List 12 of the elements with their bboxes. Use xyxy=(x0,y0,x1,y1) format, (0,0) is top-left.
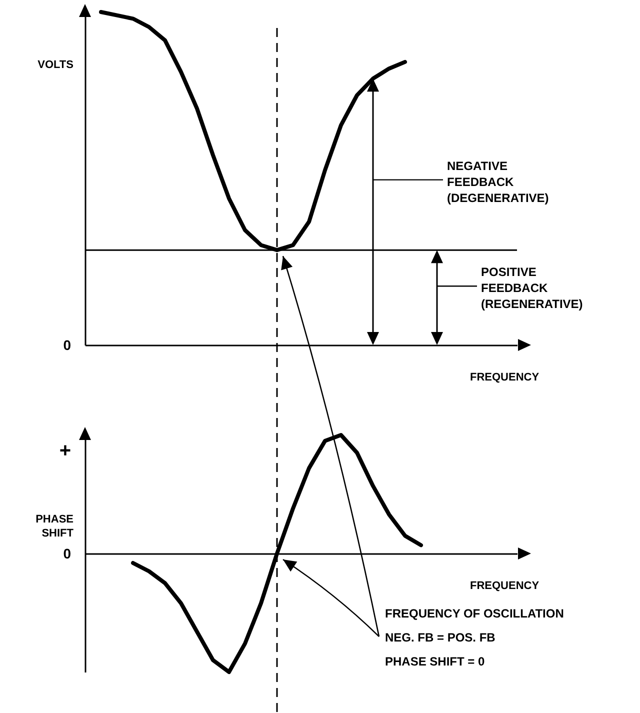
text: 0 xyxy=(63,546,72,562)
y-axis-title: PHASE SHIFT xyxy=(36,514,74,540)
text: + xyxy=(59,440,71,462)
y-axis-title: VOLTS xyxy=(38,59,74,72)
x-axis-title: FREQUENCY xyxy=(470,580,540,592)
text: 0 xyxy=(63,337,72,353)
annotation: POSITIVE FEEDBACK (REGENERATIVE) xyxy=(481,265,583,312)
annotation: NEGATIVE FEEDBACK (DEGENERATIVE) xyxy=(447,158,549,205)
annotation: PHASE SHIFT = 0 xyxy=(385,654,486,668)
annotation: FREQUENCY OF OSCILLATION xyxy=(385,606,564,620)
annotation: NEG. FB = POS. FB xyxy=(385,630,496,644)
x-axis-title: FREQUENCY xyxy=(470,372,540,384)
